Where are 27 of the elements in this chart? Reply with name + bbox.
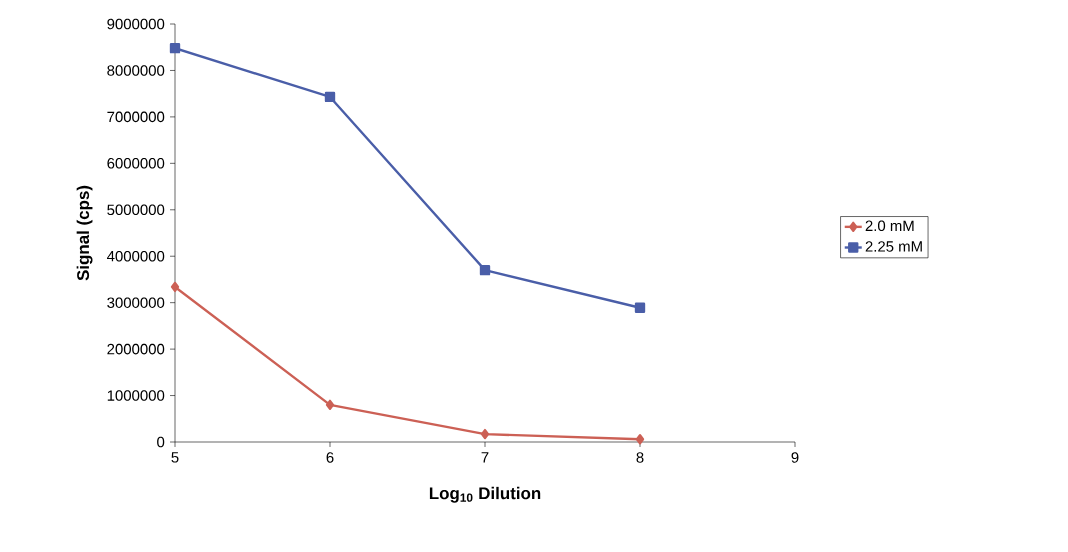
y-tick-label: 7000000 — [107, 111, 165, 123]
x-tick-label: 9 — [791, 452, 799, 463]
y-tick-label: 0 — [157, 436, 165, 448]
x-tick-label: 6 — [326, 452, 334, 463]
point — [170, 281, 180, 293]
point — [479, 264, 491, 276]
y-tick-label: 1000000 — [107, 390, 165, 401]
x-tick-label: 7 — [481, 452, 489, 463]
y-axis-title: Signal (cps) — [76, 185, 93, 281]
y-tick-label: 6000000 — [107, 158, 165, 169]
y-tick-label: 2000000 — [107, 343, 165, 355]
y-tick-label: 4000000 — [107, 250, 165, 262]
y-tick-label: 9000000 — [107, 18, 165, 30]
point — [324, 91, 336, 103]
x-tick-label: 8 — [636, 452, 644, 463]
legend-label: 2.25 mM — [865, 241, 922, 252]
point — [325, 399, 335, 411]
y-tick-label: 3000000 — [107, 297, 165, 308]
y-tick-label: 5000000 — [107, 204, 165, 216]
point — [169, 42, 181, 54]
x-axis-title: Log$_{10}$ Dilution — [429, 486, 541, 503]
y-tick-label: 8000000 — [107, 65, 165, 76]
x-tick-label: 5 — [171, 452, 179, 463]
point — [480, 428, 490, 440]
point — [634, 302, 646, 313]
point — [635, 434, 645, 445]
legend-label: 2.0 mM — [865, 220, 914, 232]
